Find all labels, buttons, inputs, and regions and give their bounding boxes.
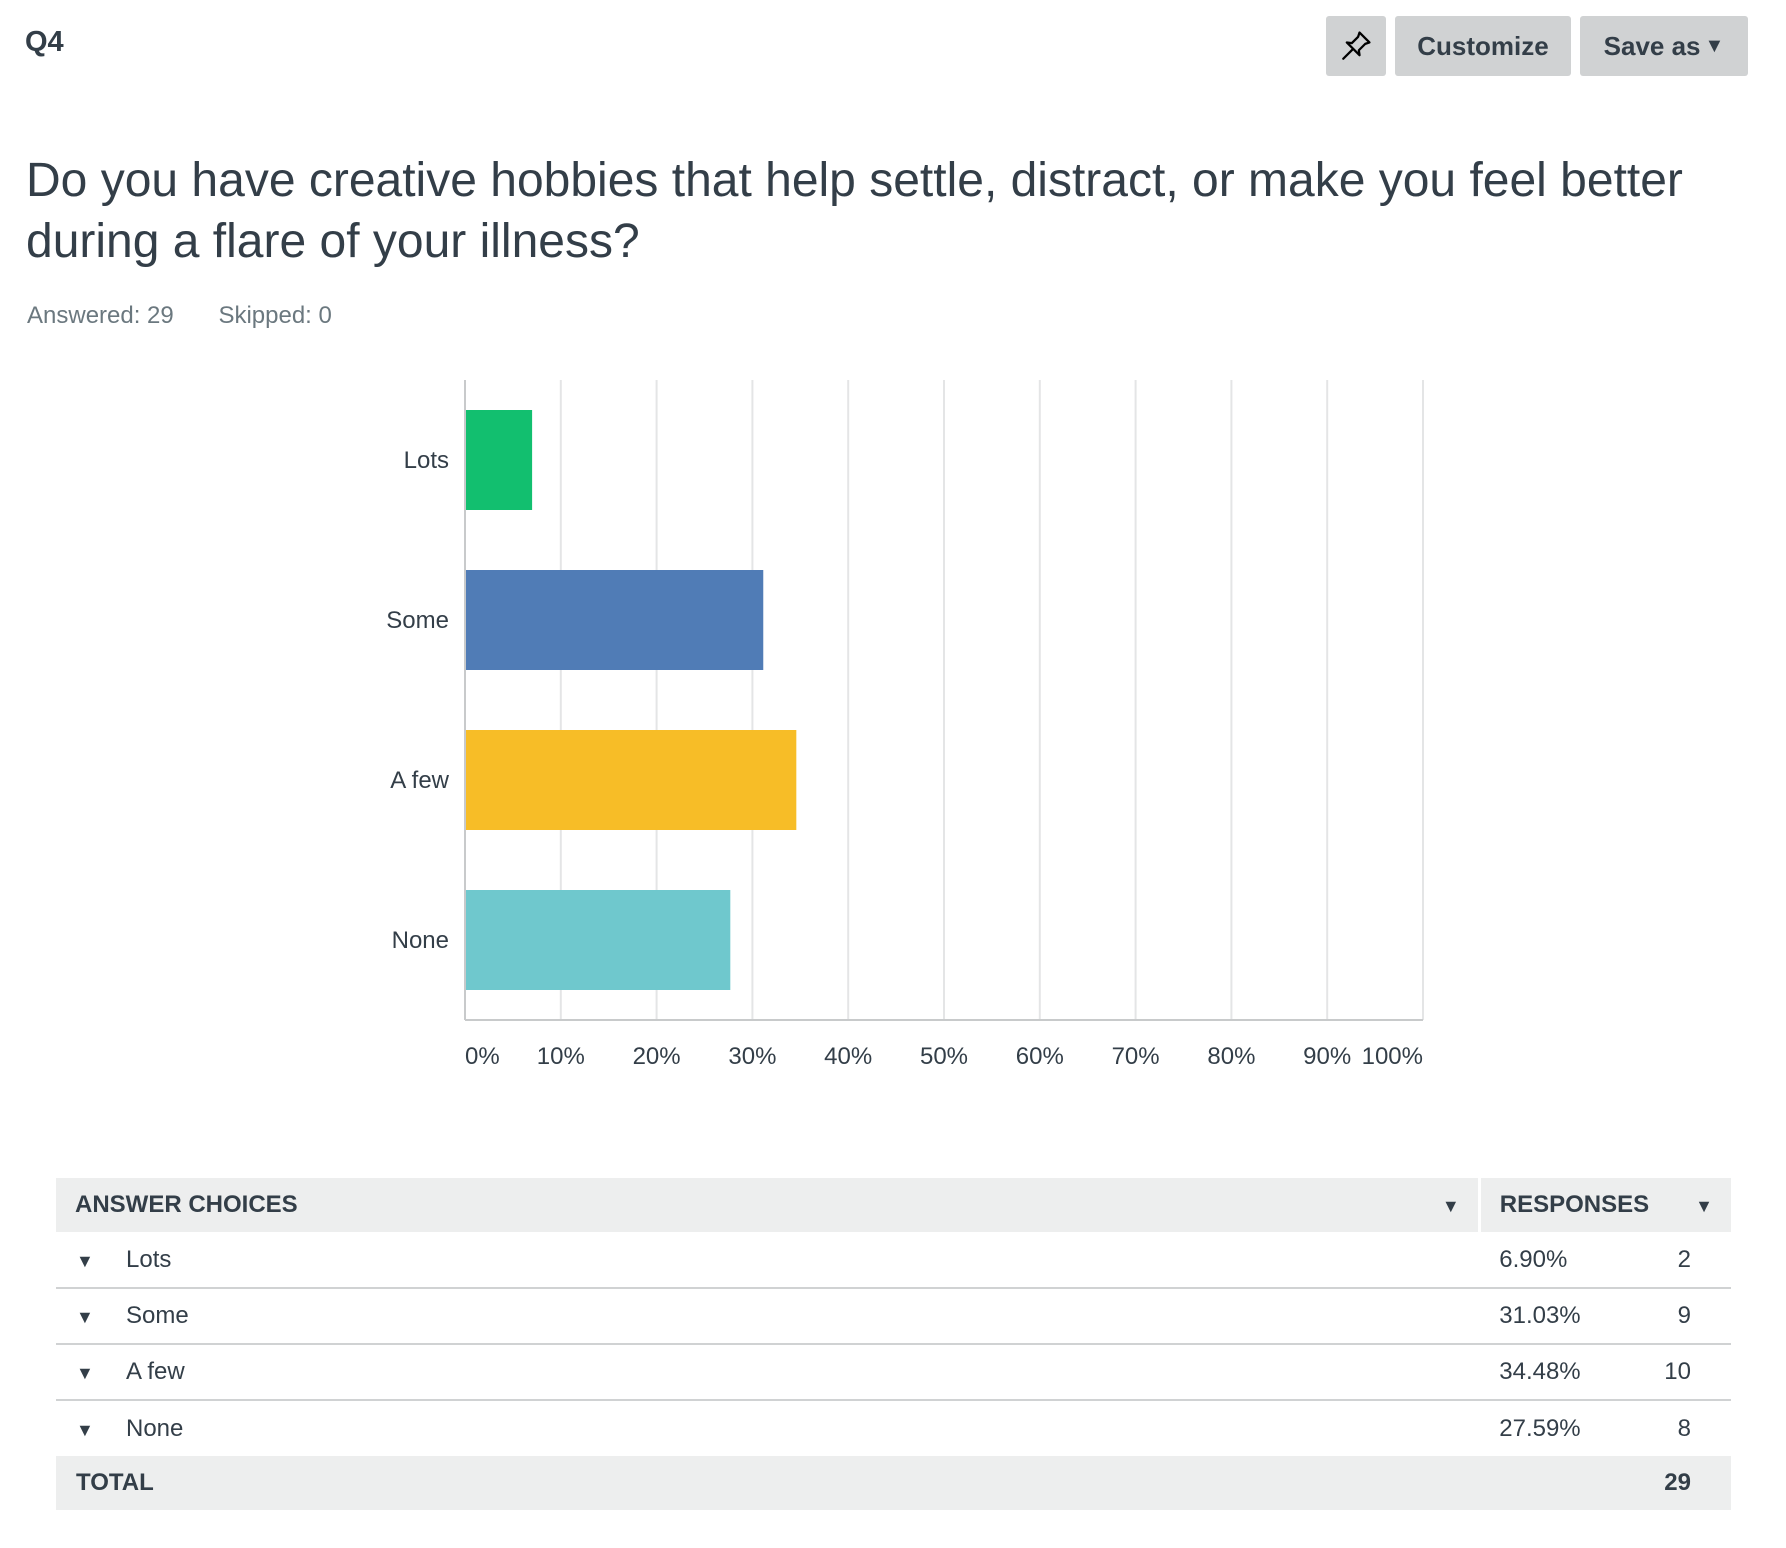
choice-label: Lots [126,1245,172,1273]
table-row: ▼ Some 31.03% 9 [56,1288,1731,1344]
answered-count: Answered: 29 [27,302,174,329]
expand-caret-icon[interactable]: ▼ [76,1419,94,1440]
percent-cell: 31.03% [1499,1302,1581,1329]
count-cell: 10 [1664,1358,1691,1385]
response-summary: Answered: 29 Skipped: 0 [27,302,332,330]
responses-header[interactable]: RESPONSES ▼ [1479,1178,1731,1232]
question-title: Do you have creative hobbies that help s… [26,154,1683,268]
total-label: TOTAL [76,1469,154,1496]
x-tick-label: 100% [1362,1043,1423,1070]
choice-label: Some [126,1302,189,1329]
category-label: Lots [404,447,449,474]
responses-header-label: RESPONSES [1499,1191,1650,1218]
bar-a-few [466,730,797,830]
answer-choices-header-label: ANSWER CHOICES [75,1191,298,1218]
x-tick-label: 0% [465,1043,500,1070]
count-cell: 2 [1677,1245,1691,1273]
answer-table-container: ANSWER CHOICES ▼ RESPONSES ▼ ▼ Lots 6.90%… [56,1178,1731,1510]
x-tick-label: 70% [1112,1043,1160,1070]
answer-table: ANSWER CHOICES ▼ RESPONSES ▼ ▼ Lots 6.90%… [56,1178,1731,1510]
choice-cell: ▼ None [56,1400,1479,1456]
expand-caret-icon[interactable]: ▼ [76,1363,94,1383]
question-number: Q4 [25,26,64,58]
count-cell: 8 [1677,1414,1691,1442]
category-label: A few [390,767,449,794]
choice-label: None [126,1414,184,1442]
toolbar: Customize Save as ▼ [1326,16,1748,76]
table-header-row: ANSWER CHOICES ▼ RESPONSES ▼ [56,1178,1731,1232]
x-tick-label: 60% [1016,1043,1064,1070]
save-as-label: Save as [1603,30,1701,61]
sort-caret-icon[interactable]: ▼ [1695,1196,1713,1216]
percent-cell: 34.48% [1499,1358,1581,1385]
bar-none [466,890,731,990]
percent-cell: 27.59% [1499,1414,1581,1442]
bar-chart: Lots Some A few None 0% 10% 20% 30% 40% 50% 60% 70%… [386,380,1424,1070]
category-label: None [392,927,449,954]
bar-some [466,570,764,670]
category-label: Some [386,607,449,634]
percent-cell: 6.90% [1499,1245,1568,1273]
expand-caret-icon[interactable]: ▼ [76,1250,94,1271]
table-row: ▼ Lots 6.90% 2 [56,1232,1731,1288]
customize-button[interactable]: Customize [1395,16,1571,76]
count-cell: 9 [1677,1302,1691,1329]
x-tick-label: 40% [824,1043,872,1070]
sort-caret-icon[interactable]: ▼ [1441,1196,1460,1216]
x-tick-label: 90% [1303,1043,1351,1070]
choice-label: A few [126,1358,185,1385]
choice-cell: ▼ Some [56,1288,1479,1344]
bar-lots [466,410,533,510]
x-tick-label: 20% [633,1043,681,1070]
skipped-count: Skipped: 0 [218,302,332,329]
x-tick-label: 30% [728,1043,776,1070]
x-tick-label: 10% [537,1043,585,1070]
pin-button[interactable] [1326,16,1386,76]
pushpin-icon [1342,31,1371,60]
table-row: ▼ A few 34.48% 10 [56,1344,1731,1400]
total-count: 29 [1664,1469,1691,1496]
table-row: ▼ None 27.59% 8 [56,1400,1731,1456]
expand-caret-icon[interactable]: ▼ [76,1307,94,1327]
chevron-down-icon: ▼ [1704,34,1725,57]
total-row: TOTAL 29 [56,1456,1731,1510]
choice-cell: ▼ A few [56,1344,1479,1400]
answer-choices-header[interactable]: ANSWER CHOICES ▼ [56,1178,1481,1232]
choice-cell: ▼ Lots [56,1232,1479,1288]
x-tick-label: 80% [1207,1043,1255,1070]
x-tick-label: 50% [920,1043,968,1070]
save-as-button[interactable]: Save as ▼ [1580,16,1748,76]
